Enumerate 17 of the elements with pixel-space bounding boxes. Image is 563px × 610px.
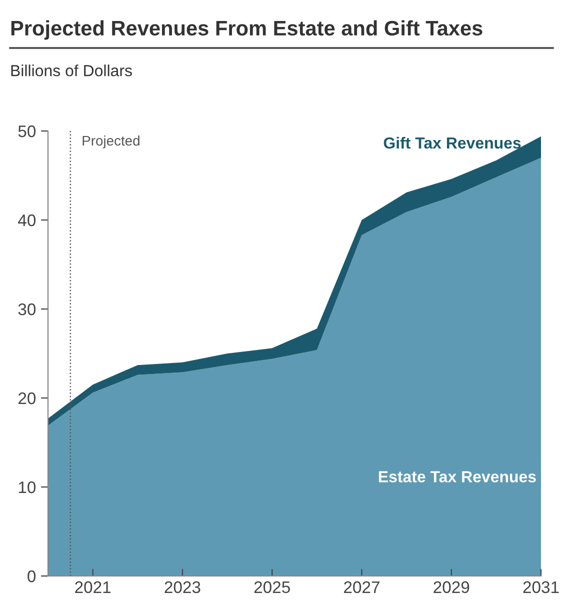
chart-subtitle: Billions of Dollars [11,64,132,76]
y-tick-label: 30 [18,303,36,316]
x-tick-label: 2025 [254,581,290,594]
y-tick-label: 20 [18,392,36,404]
y-tick-label: 40 [18,214,36,226]
x-tick-label: 2031 [523,581,559,594]
series-label: Estate Tax Revenues [378,471,536,482]
y-tick-label: 0 [28,570,36,582]
ref-line-label: Projected [82,135,140,148]
chart-title: Projected Revenues From Estate and Gift Taxes [11,20,482,40]
y-tick-label: 50 [18,125,36,138]
y-tick-label: 10 [18,481,36,494]
x-tick-label: 2027 [344,581,380,594]
x-tick-label: 2029 [434,581,470,594]
x-tick-label: 2023 [164,581,200,594]
x-tick-label: 2021 [75,581,111,594]
series-label: Gift Tax Revenues [384,136,521,149]
